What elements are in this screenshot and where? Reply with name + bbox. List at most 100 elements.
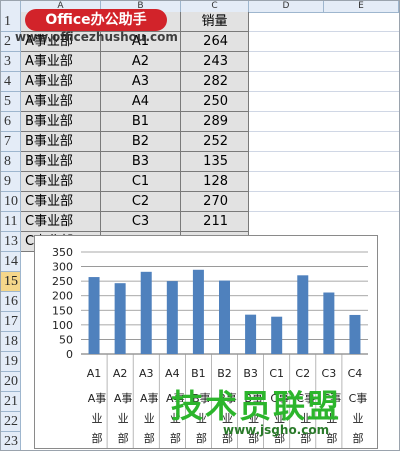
row-header[interactable]: 8 <box>1 152 21 172</box>
x-group-label: A事业部 <box>114 392 133 445</box>
column-header-d[interactable]: D <box>249 1 324 12</box>
y-tick-label: 200 <box>52 290 73 303</box>
bar-B1[interactable] <box>192 269 204 354</box>
code-cell[interactable]: C3 <box>101 212 181 232</box>
code-cell[interactable]: C2 <box>101 192 181 212</box>
row-header[interactable]: 6 <box>1 112 21 132</box>
sales-cell[interactable]: 128 <box>181 172 249 192</box>
office-watermark-badge: Office办公助手 <box>25 9 167 31</box>
x-group-label: C事业部 <box>296 392 315 445</box>
x-category-label: C3 <box>322 367 337 380</box>
code-cell[interactable]: B2 <box>101 132 181 152</box>
dept-cell[interactable]: A事业部 <box>21 72 101 92</box>
row-header[interactable]: 13 <box>1 232 21 252</box>
column-header-e[interactable]: E <box>324 1 399 12</box>
row-header[interactable]: 4 <box>1 72 21 92</box>
embedded-bar-chart[interactable]: 0 50 100 150 200 250 300 350 A1 A事业部 A2 A事业部 A3 A事业部 A… <box>34 235 378 449</box>
dept-cell[interactable]: C事业部 <box>21 172 101 192</box>
dept-cell[interactable]: A事业部 <box>21 52 101 72</box>
bar-A1[interactable] <box>88 277 100 354</box>
x-group-label: C事业部 <box>323 392 342 445</box>
code-cell[interactable]: A1 <box>101 32 181 52</box>
office-watermark-url: www.officezhushou.com <box>15 30 178 44</box>
dept-cell[interactable]: A事业部 <box>21 32 101 52</box>
code-cell[interactable]: B1 <box>101 112 181 132</box>
jsgho-watermark-url: www.jsgho.com <box>223 423 330 437</box>
x-group-label: A事业部 <box>140 392 159 445</box>
bar-A4[interactable] <box>166 281 178 354</box>
dept-cell[interactable]: B事业部 <box>21 152 101 172</box>
sales-cell[interactable]: 135 <box>181 152 249 172</box>
row-header[interactable]: 15 <box>1 272 21 292</box>
row-header[interactable]: 19 <box>1 352 21 372</box>
empty-grid-area[interactable] <box>248 12 399 230</box>
header-cell-sales[interactable]: 销量 <box>181 12 249 32</box>
row-header[interactable]: 1 <box>1 12 21 32</box>
row-header[interactable]: 22 <box>1 412 21 432</box>
bar-A2[interactable] <box>114 283 126 354</box>
x-category-label: A3 <box>139 367 154 380</box>
row-header[interactable]: 3 <box>1 52 21 72</box>
jsgho-watermark-brand: 技术员联盟 <box>171 387 342 425</box>
sales-cell[interactable]: 243 <box>181 52 249 72</box>
code-cell[interactable]: A2 <box>101 52 181 72</box>
column-header-c[interactable]: C <box>181 1 249 12</box>
row-header[interactable]: 18 <box>1 332 21 352</box>
sales-cell[interactable]: 250 <box>181 92 249 112</box>
x-category-label: C1 <box>269 367 284 380</box>
row-header[interactable]: 2 <box>1 32 21 52</box>
row-header[interactable]: 20 <box>1 372 21 392</box>
row-header[interactable]: 21 <box>1 392 21 412</box>
bar-C2[interactable] <box>297 275 309 354</box>
x-group-label: C事业部 <box>349 392 368 445</box>
column-header-a[interactable]: A <box>21 1 101 12</box>
code-cell[interactable]: A4 <box>101 92 181 112</box>
y-tick-label: 250 <box>52 275 73 288</box>
dept-cell[interactable]: C事业部 <box>21 212 101 232</box>
sales-cell[interactable]: 289 <box>181 112 249 132</box>
bar-B2[interactable] <box>219 280 230 354</box>
sales-cell[interactable]: 252 <box>181 132 249 152</box>
bar-A3[interactable] <box>140 271 152 354</box>
x-category-label: B2 <box>217 367 232 380</box>
dept-cell[interactable]: A事业部 <box>21 92 101 112</box>
row-header[interactable]: 10 <box>1 192 21 212</box>
select-all-corner[interactable] <box>1 1 21 12</box>
x-category-label: C2 <box>295 367 310 380</box>
y-tick-label: 50 <box>59 333 73 346</box>
row-header[interactable]: 5 <box>1 92 21 112</box>
x-group-label: A事业部 <box>166 392 185 445</box>
row-header[interactable]: 9 <box>1 172 21 192</box>
jsgho-watermark: 技术员联盟 www.jsgho.com <box>171 381 371 437</box>
row-header[interactable]: 7 <box>1 132 21 152</box>
y-tick-label: 350 <box>52 246 73 259</box>
row-header[interactable]: 16 <box>1 292 21 312</box>
bar-B3[interactable] <box>245 314 257 354</box>
x-category-label: B1 <box>191 367 206 380</box>
sales-cell[interactable]: 264 <box>181 32 249 52</box>
row-header[interactable]: 17 <box>1 312 21 332</box>
bar-C3[interactable] <box>323 292 335 354</box>
row-header[interactable]: 11 <box>1 212 21 232</box>
code-cell[interactable]: B3 <box>101 152 181 172</box>
y-tick-label: 150 <box>52 304 73 317</box>
x-group-label: A事业部 <box>88 392 107 445</box>
x-category-label: B3 <box>243 367 258 380</box>
x-group-label: B事业部 <box>244 392 263 445</box>
sales-cell[interactable]: 270 <box>181 192 249 212</box>
row-header[interactable]: 23 <box>1 432 21 450</box>
code-cell[interactable]: A3 <box>101 72 181 92</box>
bar-C1[interactable] <box>271 316 283 354</box>
code-cell[interactable]: C1 <box>101 172 181 192</box>
x-category-label: C4 <box>348 367 363 380</box>
sales-cell[interactable]: 282 <box>181 72 249 92</box>
sales-cell[interactable]: 211 <box>181 212 249 232</box>
row-header[interactable]: 14 <box>1 252 21 272</box>
column-header-b[interactable]: B <box>101 1 181 12</box>
dept-cell[interactable]: B事业部 <box>21 112 101 132</box>
x-group-label: B事业部 <box>192 392 211 445</box>
dept-cell[interactable]: C事业部 <box>21 192 101 212</box>
dept-cell[interactable]: B事业部 <box>21 132 101 152</box>
bar-C4[interactable] <box>349 314 361 354</box>
